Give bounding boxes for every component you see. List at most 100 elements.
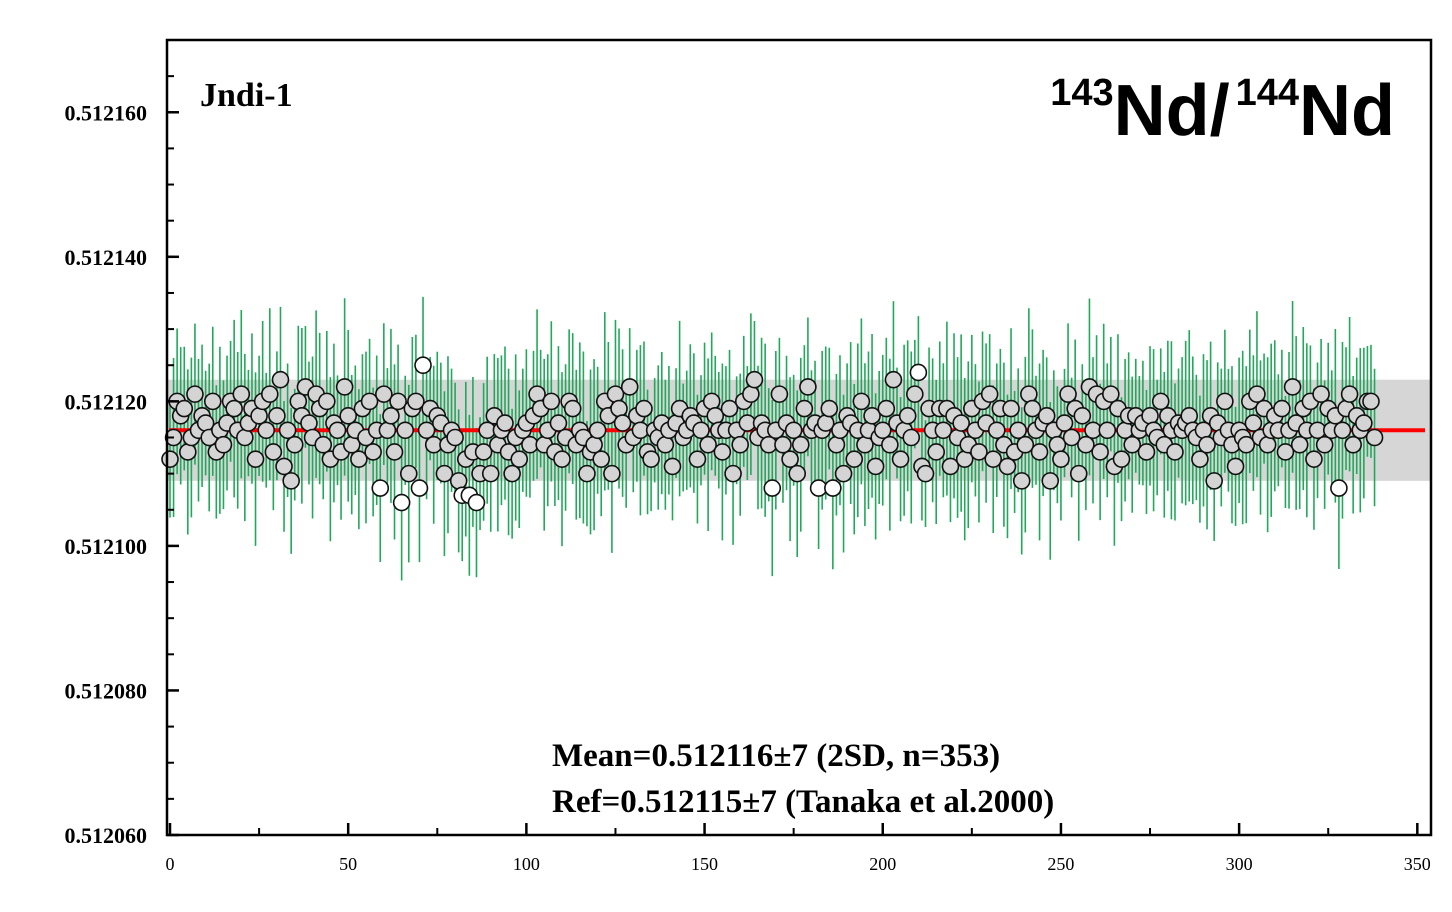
data-point	[1037, 407, 1056, 425]
data-point	[906, 385, 924, 403]
x-tick-label: 200	[869, 854, 896, 874]
ratio-element-b: Nd	[1299, 71, 1395, 151]
data-point	[863, 407, 881, 425]
data-point	[934, 421, 953, 440]
data-point	[1052, 450, 1070, 468]
data-point	[688, 450, 707, 468]
data-point	[417, 421, 436, 440]
data-point	[260, 385, 279, 403]
y-tick-label: 0.512120	[65, 389, 148, 414]
data-point	[827, 435, 846, 454]
data-point	[250, 407, 268, 425]
data-point	[203, 392, 222, 411]
data-point	[791, 435, 810, 454]
x-tick-label: 100	[513, 854, 540, 874]
data-point	[795, 399, 814, 418]
data-point	[1362, 392, 1380, 411]
data-point	[1355, 414, 1373, 432]
data-point	[1283, 378, 1302, 396]
data-point	[955, 450, 974, 468]
data-point	[702, 392, 721, 411]
data-point	[1180, 407, 1199, 425]
data-point	[285, 435, 304, 454]
data-point	[834, 464, 853, 483]
data-point	[763, 479, 782, 497]
sample-label: Jndi-1	[200, 77, 293, 114]
data-point	[720, 399, 739, 418]
data-point	[503, 464, 521, 483]
data-point	[328, 421, 347, 440]
data-point	[980, 385, 999, 403]
y-tick-label: 0.512100	[65, 534, 148, 559]
data-point	[613, 414, 632, 432]
data-point	[553, 450, 571, 468]
data-point	[563, 399, 582, 418]
data-point	[1023, 399, 1042, 418]
data-point	[713, 443, 732, 461]
data-point	[1258, 435, 1277, 454]
data-point	[970, 443, 988, 461]
mean-annotation: Mean=0.512116±7 (2SD, n=353)	[552, 738, 1000, 774]
data-point	[1091, 443, 1109, 461]
data-point	[446, 428, 464, 447]
data-point	[1098, 421, 1117, 440]
data-point	[179, 443, 197, 461]
data-point	[318, 392, 336, 411]
data-point	[784, 421, 803, 440]
data-point	[275, 457, 293, 476]
data-point	[161, 450, 179, 468]
data-point	[1069, 464, 1088, 483]
data-point	[268, 407, 286, 425]
data-point	[998, 457, 1017, 476]
data-point	[1062, 428, 1081, 447]
data-point	[382, 407, 400, 425]
data-point	[873, 421, 892, 440]
data-point	[392, 493, 411, 512]
data-point	[378, 421, 397, 440]
data-points-layer	[161, 356, 1384, 512]
data-point	[642, 450, 660, 468]
data-point	[1112, 450, 1131, 468]
ratio-mass-a: 143	[1050, 72, 1113, 114]
data-point	[1009, 421, 1027, 440]
data-point	[496, 414, 514, 432]
data-point	[909, 363, 928, 382]
data-point	[1077, 435, 1095, 454]
data-point	[824, 479, 842, 497]
data-point	[342, 435, 361, 454]
data-point	[1141, 407, 1159, 425]
data-point	[314, 435, 333, 454]
data-point	[396, 421, 415, 440]
data-point	[1002, 399, 1020, 418]
data-point	[927, 443, 946, 461]
data-point	[884, 370, 903, 389]
data-point	[236, 428, 254, 447]
data-point	[389, 392, 407, 411]
data-point	[1330, 479, 1348, 497]
data-point	[407, 392, 425, 411]
data-point	[435, 464, 454, 483]
data-point	[1226, 457, 1245, 476]
data-point	[952, 414, 970, 432]
data-point	[225, 399, 243, 418]
data-point	[1102, 385, 1120, 403]
data-point	[410, 479, 429, 497]
data-point	[1340, 385, 1359, 403]
data-point	[1273, 399, 1291, 418]
data-point	[742, 385, 760, 403]
data-point	[549, 414, 568, 432]
data-point	[1315, 435, 1334, 454]
data-point	[656, 435, 675, 454]
data-point	[1248, 385, 1266, 403]
data-point	[891, 450, 910, 468]
x-tick-label: 250	[1047, 854, 1074, 874]
data-point	[578, 464, 596, 483]
data-point	[1305, 450, 1323, 468]
data-point	[271, 370, 290, 389]
data-point	[603, 464, 621, 483]
data-point	[856, 435, 874, 454]
data-point	[350, 450, 368, 468]
ratio-mass-b: 144	[1236, 72, 1299, 114]
data-point	[1333, 421, 1352, 440]
